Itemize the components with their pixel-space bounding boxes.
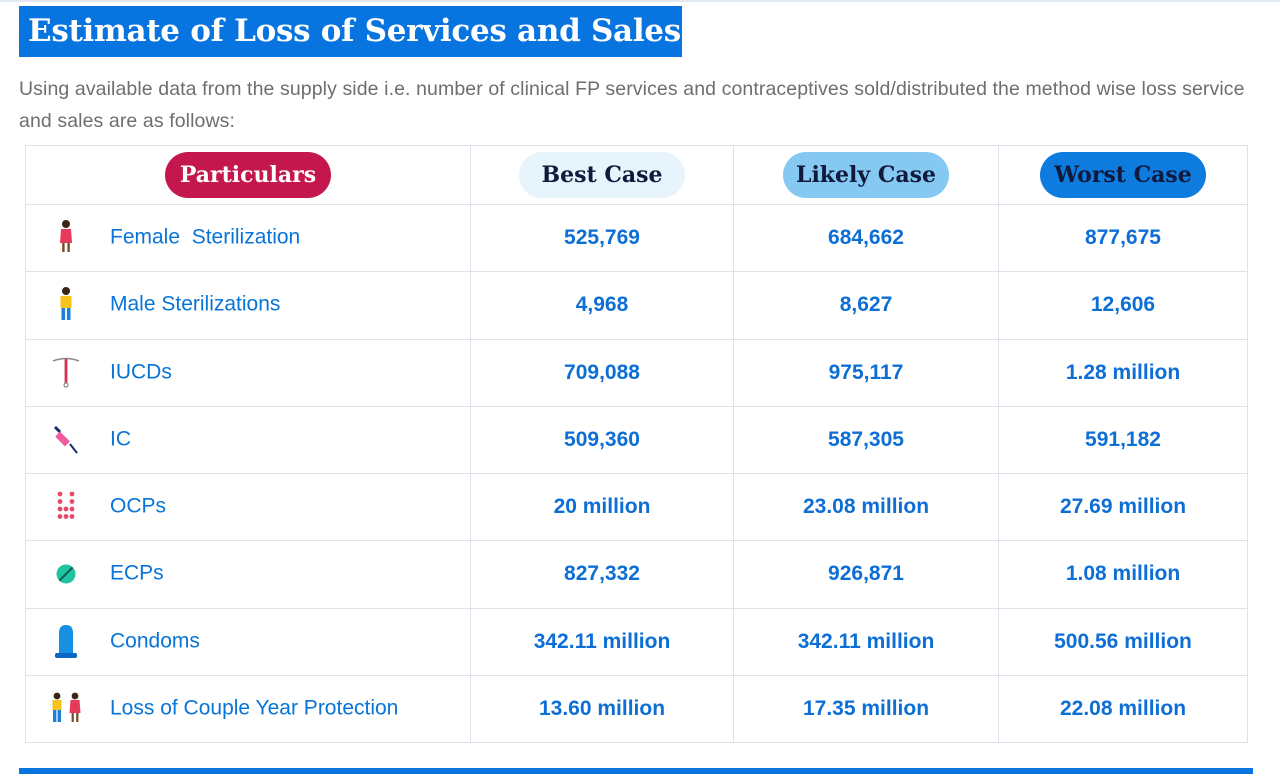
best-case-value: 709,088 [470,338,734,407]
page-title: Estimate of Loss of Services and Sales [19,6,682,57]
best-case-value: 827,332 [470,540,734,609]
particular-label: IC [110,427,131,451]
header-likely-case: Likely Case [733,145,999,205]
best-case-value: 525,769 [470,203,734,273]
couple-icon [46,689,86,729]
worst-case-value: 500.56 million [998,607,1248,676]
header-particulars: Particulars [25,145,471,205]
particular-cell: ECPs [25,540,471,609]
pill-icon [46,554,86,594]
table-row: OCPs 20 million 23.08 million 27.69 mill… [25,472,1248,542]
particular-label: ECPs [110,561,164,585]
male-figure-icon [46,285,86,325]
table-row: IC 509,360 587,305 591,182 [25,405,1248,475]
worst-case-value: 1.08 million [998,540,1248,609]
likely-case-value: 342.11 million [733,607,999,676]
best-case-value: 4,968 [470,271,734,340]
table-row: ECPs 827,332 926,871 1.08 million [25,540,1248,609]
syringe-icon [46,420,86,460]
worst-case-value: 1.28 million [998,338,1248,407]
intro-text: Using available data from the supply sid… [19,78,1245,132]
worst-case-value: 22.08 million [998,674,1248,744]
pill-pack-icon [46,487,86,527]
likely-case-value: 17.35 million [733,674,999,744]
worst-case-value: 27.69 million [998,472,1248,542]
table-row: IUCDs 709,088 975,117 1.28 million [25,338,1248,407]
best-case-value: 509,360 [470,405,734,475]
best-case-value: 20 million [470,472,734,542]
worst-case-value: 591,182 [998,405,1248,475]
particular-label: IUCDs [110,360,172,384]
worst-case-value: 12,606 [998,271,1248,340]
likely-case-value: 8,627 [733,271,999,340]
likely-case-value: 587,305 [733,405,999,475]
particular-cell: Male Sterilizations [25,271,471,340]
particular-cell: Condoms [25,607,471,676]
header-best-case: Best Case [470,145,734,205]
best-case-value: 342.11 million [470,607,734,676]
table-header-row: Particulars Best Case Likely Case Worst … [25,145,1248,205]
table-row: Male Sterilizations 4,968 8,627 12,606 [25,271,1248,340]
likely-case-pill: Likely Case [783,152,949,198]
particular-cell: IC [25,405,471,475]
top-rule [0,0,1280,2]
table-row: Condoms 342.11 million 342.11 million 50… [25,607,1248,676]
worst-case-value: 877,675 [998,203,1248,273]
table-row: Female Sterilization 525,769 684,662 877… [25,203,1248,273]
particular-cell: Loss of Couple Year Protection [25,674,471,744]
best-case-value: 13.60 million [470,674,734,744]
particular-cell: OCPs [25,472,471,542]
likely-case-value: 23.08 million [733,472,999,542]
particulars-pill: Particulars [165,152,331,198]
likely-case-value: 684,662 [733,203,999,273]
worst-case-pill: Worst Case [1040,152,1206,198]
likely-case-value: 975,117 [733,338,999,407]
female-figure-icon [46,218,86,258]
particular-cell: IUCDs [25,338,471,407]
particular-label: Condoms [110,629,200,653]
best-case-pill: Best Case [519,152,685,198]
iucd-icon [46,353,86,393]
bottom-divider [19,768,1253,774]
likely-case-value: 926,871 [733,540,999,609]
particular-label: Male Sterilizations [110,292,281,316]
table-row: Loss of Couple Year Protection 13.60 mil… [25,674,1248,744]
loss-estimate-table: Particulars Best Case Likely Case Worst … [25,145,1248,744]
particular-cell: Female Sterilization [25,203,471,273]
particular-label: Female Sterilization [110,225,301,249]
condom-icon [46,622,86,662]
header-worst-case: Worst Case [998,145,1248,205]
particular-label: OCPs [110,494,167,518]
particular-label: Loss of Couple Year Protection [110,696,399,720]
